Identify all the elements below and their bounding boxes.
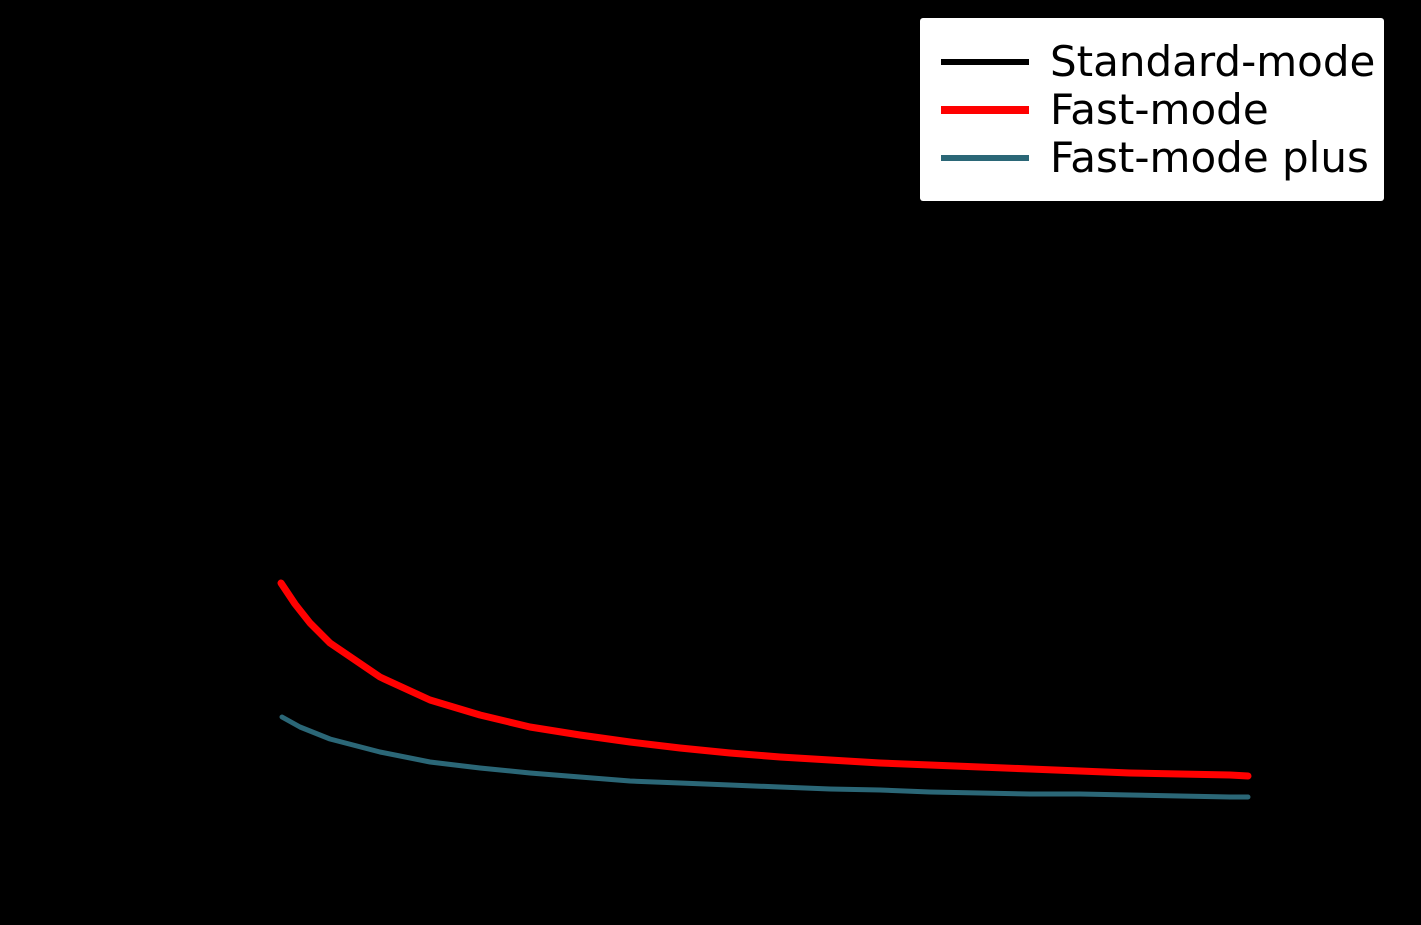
legend: Standard-mode Fast-mode Fast-mode plus — [920, 18, 1384, 201]
curve-fast-mode — [277, 579, 1252, 780]
legend-entry-fast-mode-plus: Fast-mode plus — [920, 134, 1384, 182]
legend-entry-standard-mode: Standard-mode — [920, 38, 1384, 86]
curve-fast-mode-plus — [279, 714, 1251, 800]
legend-label-fast-mode: Fast-mode — [1050, 85, 1269, 134]
legend-line-swatch-fast-mode-plus — [941, 155, 1029, 161]
legend-label-fast-mode-plus: Fast-mode plus — [1050, 133, 1369, 182]
legend-entry-fast-mode: Fast-mode — [920, 86, 1384, 134]
legend-line-swatch-fast-mode — [941, 106, 1029, 114]
legend-line-swatch-standard-mode — [941, 59, 1029, 65]
legend-label-standard-mode: Standard-mode — [1050, 37, 1376, 86]
